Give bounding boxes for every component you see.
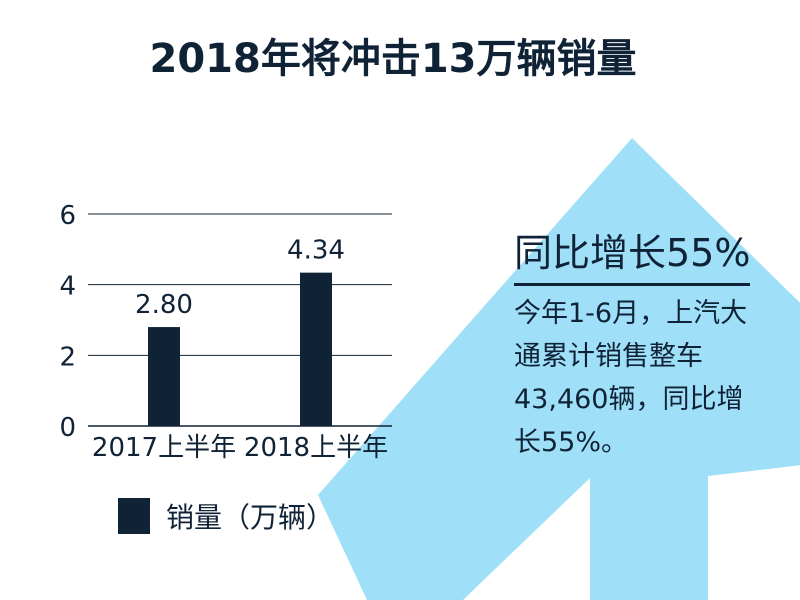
y-tick-label: 4 (59, 272, 76, 302)
legend: 销量（万辆） (118, 496, 334, 536)
page-title: 2018年将冲击13万辆销量 (149, 36, 637, 82)
callout-line: 今年1-6月，上汽大 (514, 298, 748, 329)
bar-value-label: 2.80 (135, 290, 193, 320)
bar-value-label: 4.34 (287, 236, 345, 266)
y-tick-label: 6 (59, 201, 76, 231)
bar (300, 272, 332, 426)
x-category-label: 2017上半年 (92, 433, 236, 463)
callout-heading: 同比增长55% (514, 222, 751, 286)
legend-label: 销量（万辆） (166, 501, 335, 534)
callout-line: 通累计销售整车 (514, 341, 703, 372)
callout-line: 长55%。 (514, 427, 629, 458)
callout-line: 43,460辆，同比增 (514, 384, 744, 415)
callout-body: 今年1-6月，上汽大 通累计销售整车 43,460辆，同比增 长55%。 (514, 292, 774, 464)
x-category-label: 2018上半年 (244, 433, 388, 463)
bar (148, 327, 180, 426)
y-tick-label: 2 (59, 342, 76, 372)
y-tick-label: 0 (59, 413, 76, 443)
legend-swatch (118, 498, 150, 534)
